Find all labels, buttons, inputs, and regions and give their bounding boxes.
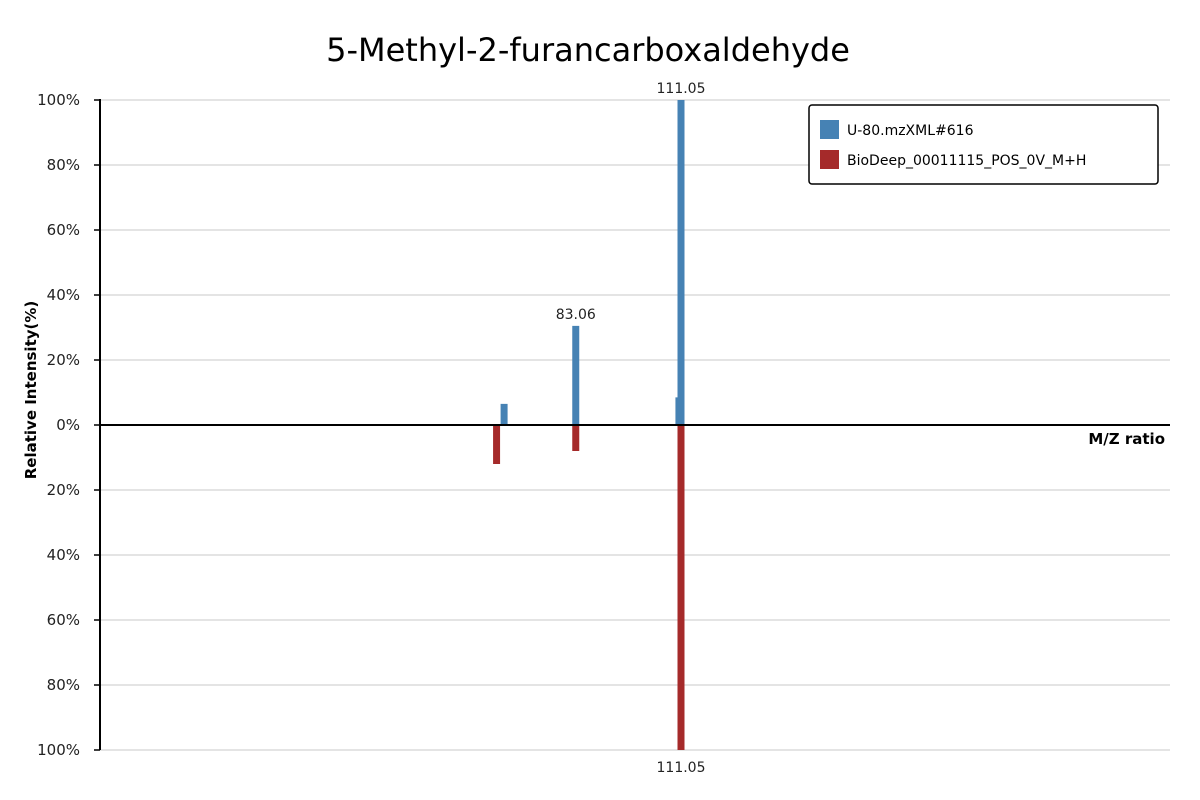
- spectrum-bars: [493, 100, 685, 750]
- legend-swatch-reference: [820, 150, 839, 169]
- peak-label: 111.05: [657, 81, 706, 97]
- legend-swatch-sample: [820, 120, 839, 139]
- y-axis-ticks: 100% 80% 60% 40% 20% 0% 20% 40% 60% 80% 100%: [37, 91, 100, 759]
- y-tick-label: 40%: [47, 286, 80, 304]
- y-tick-label: 0%: [56, 416, 80, 434]
- sample-peak-bar: [572, 325, 580, 425]
- y-tick-label: 80%: [47, 156, 80, 174]
- y-tick-label: 60%: [47, 611, 80, 629]
- y-tick-label: 20%: [47, 351, 80, 369]
- y-axis-title: Relative Intensity(%): [22, 301, 40, 480]
- legend-label-reference: BioDeep_00011115_POS_0V_M+H: [847, 153, 1086, 169]
- y-tick-label: 100%: [37, 741, 80, 759]
- legend: U-80.mzXML#616 BioDeep_00011115_POS_0V_M…: [808, 104, 1159, 185]
- peak-label: 83.06: [556, 307, 596, 323]
- legend-box: [808, 104, 1159, 185]
- grid-lines: [100, 99, 1170, 751]
- peak-label: 111.05: [657, 760, 706, 776]
- legend-label-sample: U-80.mzXML#616: [847, 123, 974, 139]
- reference-peak-bar: [572, 425, 580, 451]
- peak-labels: 83.06 111.05 111.05: [556, 81, 706, 776]
- y-tick-label: 60%: [47, 221, 80, 239]
- sample-peak-bar: [500, 403, 508, 425]
- y-tick-label: 100%: [37, 91, 80, 109]
- chart-title: 5-Methyl-2-furancarboxaldehyde: [326, 31, 850, 69]
- x-axis-title: M/Z ratio: [1088, 430, 1165, 448]
- y-tick-label: 80%: [47, 676, 80, 694]
- y-tick-label: 20%: [47, 481, 80, 499]
- y-tick-label: 40%: [47, 546, 80, 564]
- reference-peak-bar: [677, 425, 685, 750]
- reference-peak-bar: [493, 425, 501, 464]
- sample-peak-bar: [677, 100, 685, 425]
